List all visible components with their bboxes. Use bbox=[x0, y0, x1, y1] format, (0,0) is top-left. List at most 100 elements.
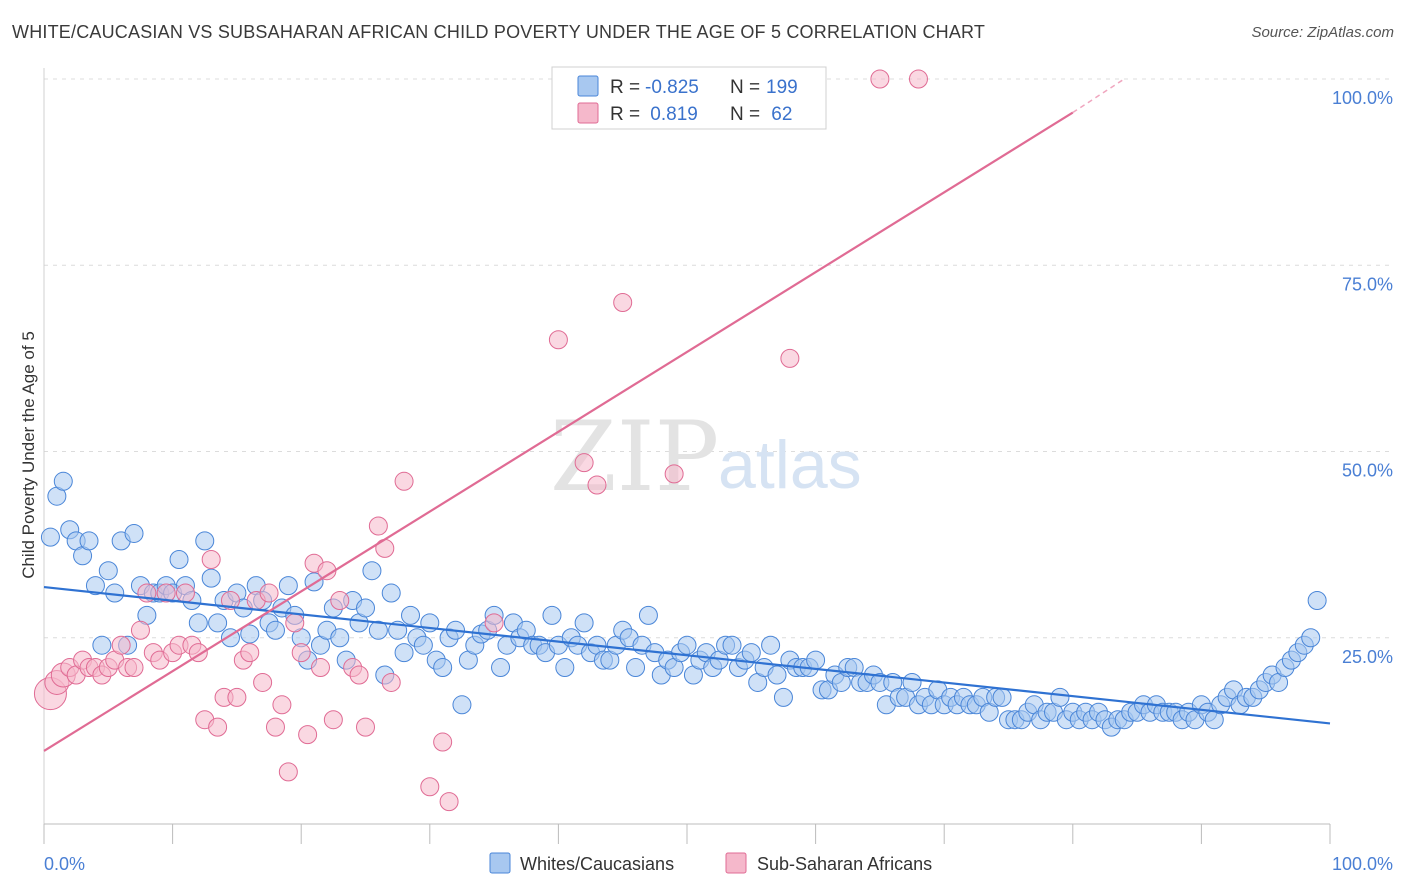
data-point-whites bbox=[1307, 591, 1327, 610]
data-point-whites bbox=[98, 561, 118, 581]
data-point-whites bbox=[806, 650, 826, 670]
data-point-subsaharan bbox=[220, 591, 240, 610]
legend-r-label-2: R = bbox=[610, 104, 640, 125]
data-point-subsaharan bbox=[240, 643, 260, 663]
data-point-whites bbox=[542, 605, 562, 625]
watermark-zip: ZIP bbox=[550, 401, 719, 513]
legend-swatch-blue bbox=[577, 75, 599, 97]
data-point-subsaharan bbox=[484, 613, 504, 633]
data-point-subsaharan bbox=[664, 464, 684, 484]
data-point-whites bbox=[452, 695, 472, 715]
data-point-whites bbox=[208, 613, 228, 633]
legend-n-value-1: 199 bbox=[766, 77, 798, 98]
data-point-whites bbox=[741, 643, 761, 663]
data-point-whites bbox=[188, 613, 208, 633]
data-point-subsaharan bbox=[587, 475, 607, 495]
legend-swatch-pink bbox=[577, 102, 599, 124]
chart-title: WHITE/CAUCASIAN VS SUBSAHARAN AFRICAN CH… bbox=[12, 22, 986, 42]
y-tick-label: 50.0% bbox=[1342, 461, 1393, 481]
data-point-subsaharan bbox=[259, 583, 279, 603]
correlation-legend: R = -0.825 N = 199 R = 0.819 N = 62 bbox=[551, 66, 827, 130]
trend-lines bbox=[43, 78, 1331, 752]
data-point-whites bbox=[240, 624, 260, 644]
data-point-whites bbox=[902, 672, 922, 692]
legend-label-whites: Whites/Caucasians bbox=[520, 854, 674, 874]
data-point-subsaharan bbox=[574, 453, 594, 473]
y-tick-label: 75.0% bbox=[1342, 274, 1393, 294]
watermark-atlas: atlas bbox=[718, 427, 862, 503]
data-point-whites bbox=[491, 658, 511, 678]
legend-n-label-2: N = bbox=[730, 104, 760, 125]
data-point-subsaharan bbox=[349, 665, 369, 685]
data-point-whites bbox=[40, 527, 60, 547]
x-tick-label: 100.0% bbox=[1332, 854, 1393, 874]
data-point-subsaharan bbox=[368, 516, 388, 536]
y-axis-label: Child Poverty Under the Age of 5 bbox=[19, 331, 38, 579]
data-point-whites bbox=[195, 531, 215, 551]
data-point-whites bbox=[278, 576, 298, 596]
legend-n-value-2: 62 bbox=[766, 104, 792, 125]
data-point-whites bbox=[1301, 628, 1321, 648]
data-point-subsaharan bbox=[272, 695, 292, 715]
data-point-whites bbox=[773, 687, 793, 707]
data-point-whites bbox=[767, 665, 787, 685]
data-point-whites bbox=[79, 531, 99, 551]
legend-swatch-subsaharan bbox=[725, 852, 747, 874]
data-point-whites bbox=[265, 620, 285, 640]
data-point-subsaharan bbox=[291, 643, 311, 663]
data-point-whites bbox=[626, 658, 646, 678]
data-point-subsaharan bbox=[908, 69, 928, 89]
data-point-subsaharan bbox=[124, 658, 144, 678]
data-point-subsaharan bbox=[156, 583, 176, 603]
data-point-whites bbox=[356, 598, 375, 618]
data-point-subsaharan bbox=[381, 672, 401, 692]
tick-labels: 25.0% 50.0% 75.0% 100.0% 0.0% 100.0% bbox=[44, 88, 1393, 874]
data-point-subsaharan bbox=[433, 732, 453, 752]
data-point-whites bbox=[394, 643, 414, 663]
data-point-whites bbox=[574, 613, 594, 633]
data-point-subsaharan bbox=[613, 293, 633, 312]
data-point-subsaharan bbox=[375, 538, 395, 558]
data-point-whites bbox=[638, 605, 658, 625]
data-point-whites bbox=[124, 523, 144, 543]
legend-n-label-1: N = bbox=[730, 77, 760, 98]
data-point-subsaharan bbox=[227, 687, 247, 707]
data-point-subsaharan bbox=[111, 635, 131, 655]
data-point-subsaharan bbox=[420, 777, 440, 797]
y-tick-label: 100.0% bbox=[1332, 88, 1393, 108]
legend-label-subsaharan: Sub-Saharan Africans bbox=[757, 854, 932, 874]
source-credit: Source: ZipAtlas.com bbox=[1251, 24, 1394, 41]
data-point-whites bbox=[413, 635, 433, 655]
data-point-whites bbox=[85, 576, 105, 596]
data-point-subsaharan bbox=[330, 591, 350, 610]
trendline-subsaharan-extension bbox=[1072, 78, 1125, 114]
data-point-subsaharan bbox=[298, 725, 318, 745]
data-point-whites bbox=[381, 583, 401, 603]
data-point-whites bbox=[201, 568, 221, 588]
data-point-whites bbox=[330, 628, 350, 648]
data-point-subsaharan bbox=[278, 762, 298, 782]
data-point-whites bbox=[169, 550, 189, 570]
data-point-subsaharan bbox=[870, 69, 890, 89]
data-point-subsaharan bbox=[253, 672, 273, 692]
data-point-subsaharan bbox=[439, 792, 459, 812]
trendline-subsaharan bbox=[43, 111, 1074, 752]
data-point-whites bbox=[1050, 687, 1070, 707]
data-point-subsaharan bbox=[130, 620, 150, 640]
data-point-subsaharan bbox=[323, 710, 343, 730]
data-point-subsaharan bbox=[175, 583, 195, 603]
legend-r-value-1: -0.825 bbox=[645, 77, 699, 98]
data-point-subsaharan bbox=[285, 613, 305, 633]
data-point-whites bbox=[761, 635, 781, 655]
data-point-whites bbox=[722, 635, 742, 655]
legend-r-label-1: R = bbox=[610, 77, 640, 98]
data-point-subsaharan bbox=[265, 717, 285, 737]
data-point-whites bbox=[368, 620, 388, 640]
data-point-subsaharan bbox=[356, 717, 375, 737]
y-tick-label: 25.0% bbox=[1342, 647, 1393, 667]
legend-r-value-2: 0.819 bbox=[645, 104, 698, 125]
data-point-whites bbox=[92, 635, 112, 655]
data-point-whites bbox=[433, 658, 453, 678]
data-point-subsaharan bbox=[780, 348, 800, 368]
